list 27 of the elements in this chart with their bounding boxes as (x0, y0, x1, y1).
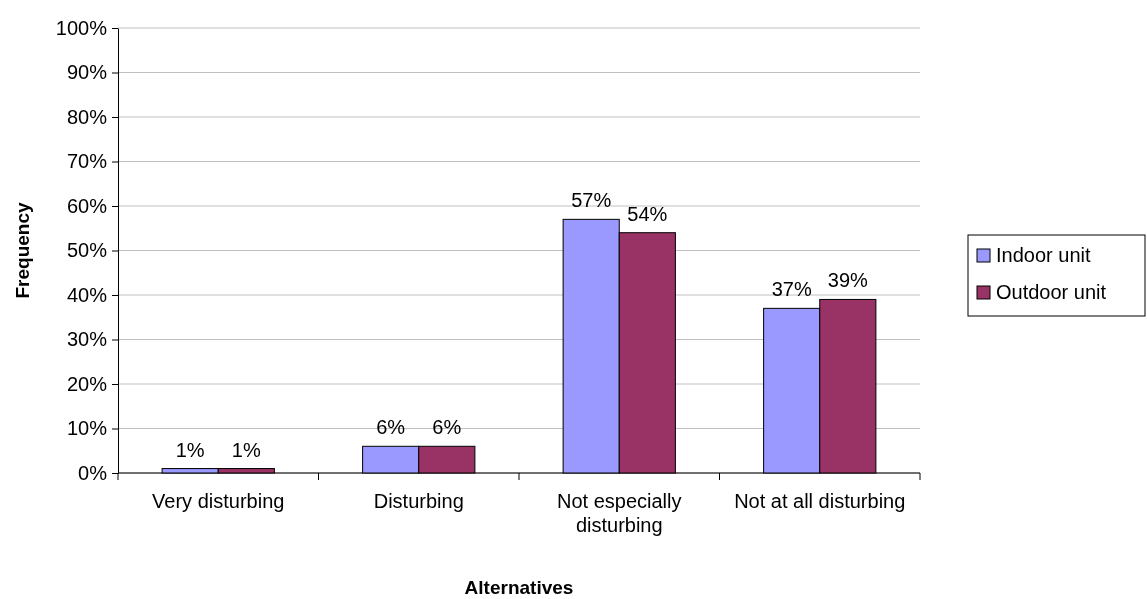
y-tick-label: 100% (55, 16, 108, 39)
y-axis-title: Frequency (12, 202, 33, 299)
legend-label: Indoor unit (996, 244, 1091, 266)
y-tick-label: 20% (66, 372, 108, 395)
y-tick-label: 40% (66, 283, 108, 306)
y-tick-label: 60% (66, 194, 108, 217)
x-tick-label: Not especially disturbing (556, 490, 682, 536)
y-tick-label: 10% (66, 417, 108, 440)
y-tick-label: 0% (78, 461, 108, 484)
data-label: 57% (571, 189, 612, 212)
data-label: 1% (231, 438, 261, 461)
y-tick-label: 70% (66, 150, 108, 173)
x-axis-title: Alternatives (464, 577, 574, 598)
data-label: 6% (432, 416, 462, 439)
legend-label: Outdoor unit (996, 281, 1107, 303)
data-label: 54% (627, 202, 668, 225)
y-tick-label: 30% (66, 328, 108, 351)
data-label: 37% (771, 278, 812, 301)
y-tick-label: 50% (66, 239, 108, 262)
y-tick-label: 80% (66, 105, 108, 128)
x-tick-label: Not at all disturbing (734, 490, 906, 512)
x-tick-label: Very disturbing (152, 490, 285, 512)
data-label: 1% (175, 438, 205, 461)
data-label: 6% (376, 416, 406, 439)
data-label: 39% (827, 269, 869, 292)
y-tick-label: 90% (66, 61, 108, 84)
x-tick-label: Disturbing (373, 490, 464, 512)
